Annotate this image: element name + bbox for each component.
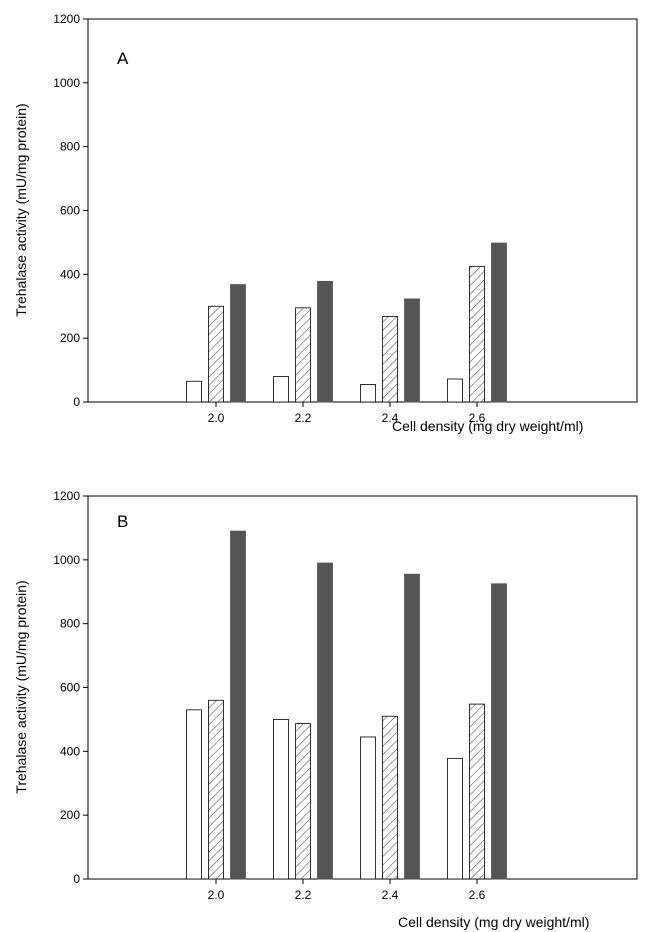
panel-label: B xyxy=(117,512,128,531)
y-tick-label: 600 xyxy=(60,681,80,695)
x-tick-label: 2.4 xyxy=(382,888,399,902)
bar-filled xyxy=(491,242,507,403)
y-ticks: 0 200 400 600 800 1000 1200 xyxy=(53,12,88,409)
panel-label: A xyxy=(117,49,129,68)
y-tick-label: 1200 xyxy=(53,12,80,26)
bar-open xyxy=(447,757,463,880)
bar-open xyxy=(447,378,463,403)
bar-hatched xyxy=(469,703,485,880)
bar-filled xyxy=(404,573,420,880)
bar-hatched xyxy=(382,316,398,403)
bar-filled xyxy=(491,583,507,880)
bar-open xyxy=(273,376,289,403)
y-tick-label: 200 xyxy=(60,331,80,345)
y-axis-label: Trehalase activity (mU/mg protein) xyxy=(13,580,29,793)
bar-hatched xyxy=(295,307,311,403)
y-tick-label: 400 xyxy=(60,744,80,758)
bar-hatched xyxy=(469,265,485,403)
y-tick-label: 0 xyxy=(73,395,80,409)
bar-open xyxy=(360,384,376,403)
bars xyxy=(186,530,507,880)
x-tick-label: 2.4 xyxy=(382,411,399,425)
y-tick-label: 800 xyxy=(60,617,80,631)
bar-filled xyxy=(404,298,420,403)
panel-a: A Cell density (mg dry weight/ml) Trehal… xyxy=(13,12,638,434)
x-ticks: 2.0 2.2 2.4 2.6 xyxy=(208,879,486,902)
y-tick-label: 1200 xyxy=(53,489,80,503)
y-tick-label: 400 xyxy=(60,267,80,281)
x-axis-label: Cell density (mg dry weight/ml) xyxy=(398,914,589,930)
bar-hatched xyxy=(208,699,224,880)
bar-hatched xyxy=(208,305,224,403)
x-tick-label: 2.2 xyxy=(295,411,312,425)
y-ticks: 0 200 400 600 800 1000 1200 xyxy=(53,489,88,886)
x-tick-label: 2.2 xyxy=(295,888,312,902)
y-tick-label: 0 xyxy=(73,872,80,886)
bar-hatched xyxy=(382,715,398,880)
y-tick-label: 600 xyxy=(60,204,80,218)
x-tick-label: 2.0 xyxy=(208,888,225,902)
bar-filled xyxy=(317,562,333,880)
y-tick-label: 200 xyxy=(60,808,80,822)
x-ticks: 2.0 2.2 2.4 2.6 xyxy=(208,402,486,425)
bar-open xyxy=(186,380,202,403)
y-tick-label: 1000 xyxy=(53,76,80,90)
bar-filled xyxy=(230,530,246,880)
bar-open xyxy=(360,736,376,880)
x-tick-label: 2.6 xyxy=(469,411,486,425)
panel-b: B Cell density (mg dry weight/ml) Trehal… xyxy=(13,489,638,930)
x-tick-label: 2.0 xyxy=(208,411,225,425)
bar-filled xyxy=(230,284,246,403)
bar-filled xyxy=(317,280,333,403)
x-axis-label: Cell density (mg dry weight/ml) xyxy=(392,418,583,434)
bars xyxy=(186,242,507,403)
bar-hatched xyxy=(295,723,311,880)
bar-open xyxy=(273,719,289,880)
y-axis-label: Trehalase activity (mU/mg protein) xyxy=(13,103,29,316)
plot-frame xyxy=(87,18,638,403)
x-tick-label: 2.6 xyxy=(469,888,486,902)
y-tick-label: 1000 xyxy=(53,553,80,567)
bar-open xyxy=(186,709,202,880)
y-tick-label: 800 xyxy=(60,140,80,154)
